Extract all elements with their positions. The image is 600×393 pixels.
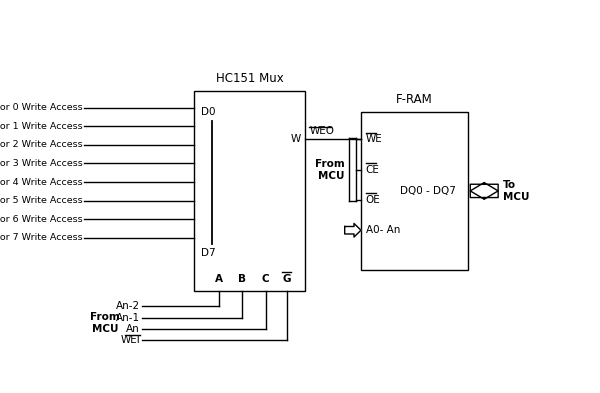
Text: G: G xyxy=(283,274,291,284)
Text: D7: D7 xyxy=(200,248,215,258)
Text: Sector 4 Write Access: Sector 4 Write Access xyxy=(0,178,83,187)
Text: WEI: WEI xyxy=(121,335,140,345)
Text: To
MCU: To MCU xyxy=(503,180,529,202)
Text: CE: CE xyxy=(365,165,380,175)
Text: F-RAM: F-RAM xyxy=(396,93,433,106)
Text: Sector 5 Write Access: Sector 5 Write Access xyxy=(0,196,83,205)
Text: W: W xyxy=(291,134,301,145)
Text: A: A xyxy=(215,274,223,284)
Text: From
MCU: From MCU xyxy=(315,159,344,180)
Text: An: An xyxy=(127,324,140,334)
Polygon shape xyxy=(344,224,361,237)
Text: DQ0 - DQ7: DQ0 - DQ7 xyxy=(400,186,457,196)
Text: Sector 0 Write Access: Sector 0 Write Access xyxy=(0,103,83,112)
Polygon shape xyxy=(470,183,498,199)
Text: Sector 7 Write Access: Sector 7 Write Access xyxy=(0,233,83,242)
Text: A0- An: A0- An xyxy=(365,225,400,235)
Text: An-1: An-1 xyxy=(116,313,140,323)
Polygon shape xyxy=(470,183,498,199)
Text: WE: WE xyxy=(365,134,382,145)
Text: From
MCU: From MCU xyxy=(91,312,120,334)
Text: Sector 2 Write Access: Sector 2 Write Access xyxy=(0,140,83,149)
Text: D0: D0 xyxy=(200,107,215,117)
Bar xyxy=(361,112,468,270)
Bar xyxy=(194,91,305,291)
Text: Sector 6 Write Access: Sector 6 Write Access xyxy=(0,215,83,224)
Text: Sector 1 Write Access: Sector 1 Write Access xyxy=(0,122,83,131)
Text: Sector 3 Write Access: Sector 3 Write Access xyxy=(0,159,83,168)
Text: C: C xyxy=(262,274,269,284)
Text: B: B xyxy=(238,274,247,284)
Text: An-2: An-2 xyxy=(116,301,140,311)
Text: WEO: WEO xyxy=(310,126,335,136)
Text: HC151 Mux: HC151 Mux xyxy=(215,72,283,85)
Text: OE: OE xyxy=(365,195,380,205)
